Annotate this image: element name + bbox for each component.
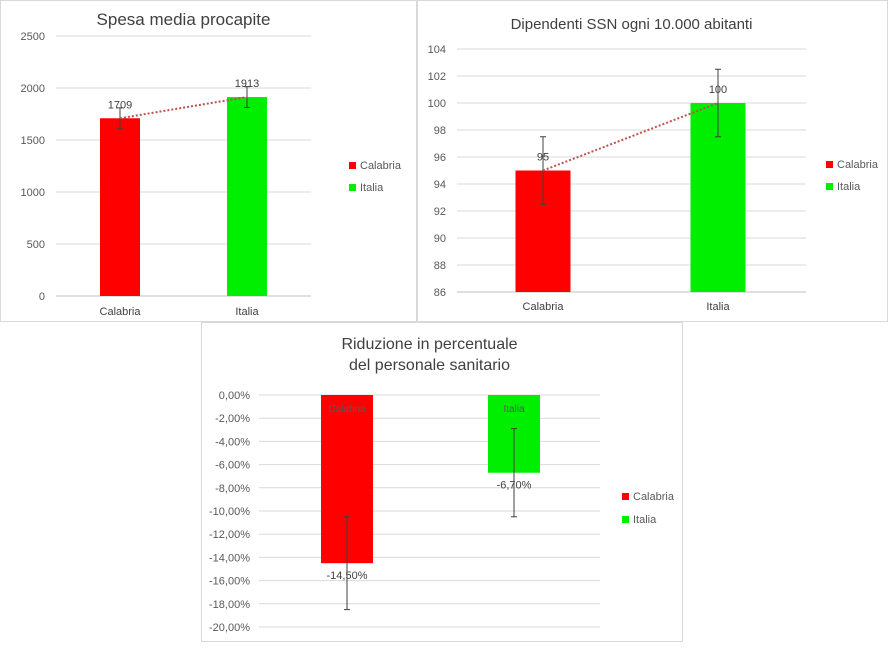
y-tick-label: -6,00% xyxy=(215,460,250,472)
y-tick-label: 500 xyxy=(27,239,45,251)
chart-svg: Riduzione in percentuale del personale sa… xyxy=(209,336,675,634)
legend-label: Italia xyxy=(633,514,657,526)
data-label: 1709 xyxy=(108,99,132,111)
y-tick-label: 1500 xyxy=(21,135,45,147)
y-tick-label: -8,00% xyxy=(215,483,250,495)
chart-title: Dipendenti SSN ogni 10.000 abitanti xyxy=(511,16,753,33)
y-tick-label: -16,00% xyxy=(209,576,250,588)
y-tick-label: 88 xyxy=(434,260,446,272)
bar-inner-label: Italia xyxy=(503,404,525,415)
y-tick-label: 94 xyxy=(434,179,446,191)
y-tick-label: -4,00% xyxy=(215,436,250,448)
chart-spesa-media-procapite: Spesa media procapite 0 500 1000 1500 2000 250… xyxy=(0,0,417,322)
y-tick-label: 2500 xyxy=(21,31,45,43)
y-tick-label: 0,00% xyxy=(219,390,250,402)
legend-label: Calabria xyxy=(633,491,675,503)
y-tick-label: 102 xyxy=(428,71,446,83)
legend-swatch xyxy=(349,162,356,169)
legend-swatch xyxy=(622,516,629,523)
x-tick-label: Calabria xyxy=(523,301,565,313)
x-tick-label: Italia xyxy=(706,301,730,313)
y-tick-label: -2,00% xyxy=(215,413,250,425)
y-tick-label: 0 xyxy=(39,291,45,303)
data-label: 100 xyxy=(709,84,727,96)
data-label: -6,70% xyxy=(497,480,532,492)
data-label: 1913 xyxy=(235,78,259,90)
y-tick-label: -20,00% xyxy=(209,622,250,634)
chart-svg: Dipendenti SSN ogni 10.000 abitanti 86 88 9… xyxy=(428,16,879,313)
bar-calabria xyxy=(100,118,140,296)
x-tick-label: Italia xyxy=(235,306,259,318)
chart-svg: Spesa media procapite 0 500 1000 1500 2000 250… xyxy=(21,10,402,318)
data-label: -14,50% xyxy=(327,570,368,582)
y-tick-label: 98 xyxy=(434,125,446,137)
chart-riduzione-personale: Riduzione in percentuale del personale sa… xyxy=(201,322,683,642)
x-tick-label: Calabria xyxy=(100,306,142,318)
legend-label: Italia xyxy=(837,181,861,193)
chart-dipendenti-ssn: Dipendenti SSN ogni 10.000 abitanti 86 88 9… xyxy=(417,0,888,322)
legend-label: Calabria xyxy=(837,159,879,171)
legend-label: Italia xyxy=(360,182,384,194)
trend-line xyxy=(542,102,719,172)
bar-inner-label: Calabria xyxy=(328,404,366,415)
bar-italia xyxy=(227,97,267,296)
chart-title-line: Riduzione in percentuale xyxy=(341,336,517,353)
y-tick-label: -18,00% xyxy=(209,599,250,611)
y-tick-label: 100 xyxy=(428,98,446,110)
trend-line xyxy=(119,96,248,120)
y-tick-label: 92 xyxy=(434,206,446,218)
chart-title: Spesa media procapite xyxy=(97,10,271,29)
y-tick-label: 1000 xyxy=(21,187,45,199)
y-tick-label: 90 xyxy=(434,233,446,245)
legend-swatch xyxy=(826,183,833,190)
y-tick-label: 2000 xyxy=(21,83,45,95)
y-tick-label: 104 xyxy=(428,44,446,56)
legend-swatch xyxy=(349,184,356,191)
y-tick-label: 96 xyxy=(434,152,446,164)
y-tick-label: -12,00% xyxy=(209,529,250,541)
y-tick-label: 86 xyxy=(434,287,446,299)
data-label: 95 xyxy=(537,152,549,164)
chart-title-line: del personale sanitario xyxy=(349,357,510,374)
legend-label: Calabria xyxy=(360,160,402,172)
y-tick-label: -14,00% xyxy=(209,552,250,564)
y-tick-label: -10,00% xyxy=(209,506,250,518)
legend-swatch xyxy=(622,493,629,500)
legend-swatch xyxy=(826,161,833,168)
